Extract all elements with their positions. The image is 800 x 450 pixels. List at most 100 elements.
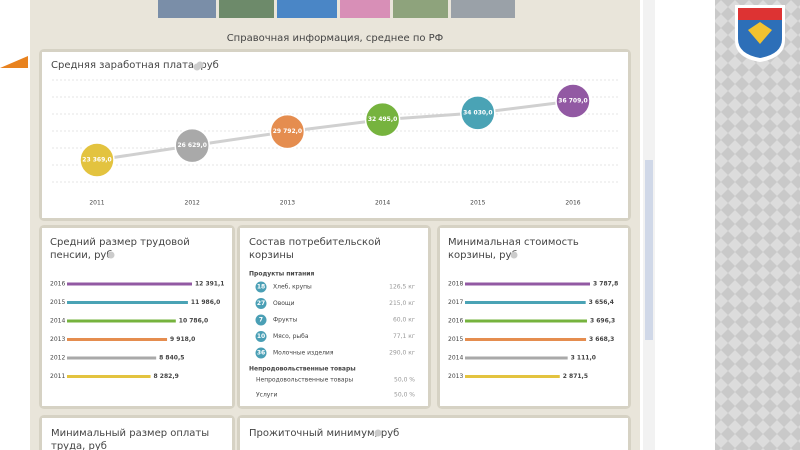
panel [42,418,232,450]
info-icon [107,251,115,259]
header-images [158,0,515,18]
bar [67,319,176,323]
y-tick-label: 2016 [448,318,463,325]
scroll-thumb[interactable] [645,160,653,340]
count-badge [255,281,267,293]
chart-title: Минимальная стоимость корзины, руб [448,237,579,261]
value-label: 3 696,3 [590,318,615,325]
panel-title: Прожиточный минимум, руб [249,428,399,439]
y-tick-label: 2013 [448,373,463,380]
chart-title: Средний размер трудовой пенсии, руб [50,237,190,261]
value-label: 9 918,0 [170,336,195,343]
item-name: Фрукты [273,317,298,324]
bubble [364,101,401,138]
y-tick-label: 2014 [448,355,463,362]
y-tick-label: 2016 [50,281,65,288]
x-tick-label: 2011 [89,200,104,207]
y-tick-label: 2015 [448,336,463,343]
count: 7 [259,317,263,324]
x-tick-label: 2016 [565,200,580,207]
y-tick-label: 2014 [50,318,65,325]
value-label: 26 629,0 [177,142,206,149]
value-label: 34 030,0 [463,109,492,116]
item-amount: 215,0 кг [389,300,415,307]
value-label: 32 495,0 [368,116,397,123]
bar [465,338,587,341]
bubble [555,83,591,119]
coat-of-arms [735,5,785,62]
y-tick-label: 2012 [50,355,65,362]
chart-title: Средняя заработная плата, руб [51,60,219,71]
value-label: 2 871,5 [563,373,588,380]
bar [465,319,587,323]
section-heading: Непродовольственные товары [249,366,356,373]
item-amount: 50,0 % [394,377,415,384]
panel [42,52,628,218]
info-icon [193,63,201,71]
value-label: 11 986,0 [191,299,220,306]
bubble [460,95,496,131]
item-name: Овощи [273,300,295,307]
item-amount: 290,0 кг [389,350,415,357]
value-label: 23 369,0 [82,157,111,164]
panel-title: Минимальный размер оплаты труда, руб [51,428,209,450]
value-label: 8 840,5 [159,355,184,362]
bubble [174,127,210,164]
bar [465,301,586,304]
value-label: 3 111,0 [571,355,596,362]
item-name: Молочные изделия [273,350,334,357]
count-badge [255,331,267,342]
count-badge [255,314,267,326]
x-tick-label: 2014 [375,200,390,207]
value-label: 36 709,0 [558,98,587,105]
value-label: 29 792,0 [273,128,302,135]
bubble [79,142,115,178]
y-tick-label: 2013 [50,336,65,343]
value-label: 8 282,9 [154,373,179,380]
bubble [269,113,306,150]
bar [465,282,590,286]
arrow [0,56,28,68]
info-icon [374,429,382,437]
item-name: Услуги [256,392,277,399]
bar [67,338,168,341]
value-label: 10 786,0 [179,318,208,325]
panel [240,228,428,406]
y-tick-label: 2018 [448,281,463,288]
count: 27 [257,300,265,307]
y-tick-label: 2011 [50,373,65,380]
value-label: 12 391,1 [195,281,224,288]
item-amount: 126,5 кг [389,284,415,291]
item-name: Хлеб, крупы [273,284,312,291]
item-amount: 60,0 кг [393,317,415,324]
bar [67,356,157,360]
y-tick-label: 2017 [448,299,463,306]
item-name: Мясо, рыба [273,333,309,340]
bar [67,282,192,286]
side-pattern [715,0,800,450]
bar [67,375,151,378]
count-badge [255,347,267,359]
item-name: Непродовольственные товары [256,377,353,384]
count-badge [255,298,267,309]
basket-title: Состав потребительской корзины [249,237,381,261]
y-tick-label: 2015 [50,299,65,306]
page-title: Справочная информация, среднее по РФ [227,33,444,44]
info-icon [510,251,518,259]
value-label: 3 787,8 [593,281,618,288]
bar [465,375,560,378]
item-amount: 50,0 % [394,392,415,399]
x-tick-label: 2013 [280,200,295,207]
x-tick-label: 2012 [185,200,200,207]
x-tick-label: 2015 [470,200,485,207]
count: 18 [257,284,265,291]
item-amount: 77,1 кг [393,333,415,340]
panel [240,418,628,450]
section-heading: Продукты питания [249,271,314,278]
count: 36 [257,350,265,357]
value-label: 3 668,3 [589,336,614,343]
value-label: 3 656,4 [589,299,614,306]
bar [465,356,568,360]
